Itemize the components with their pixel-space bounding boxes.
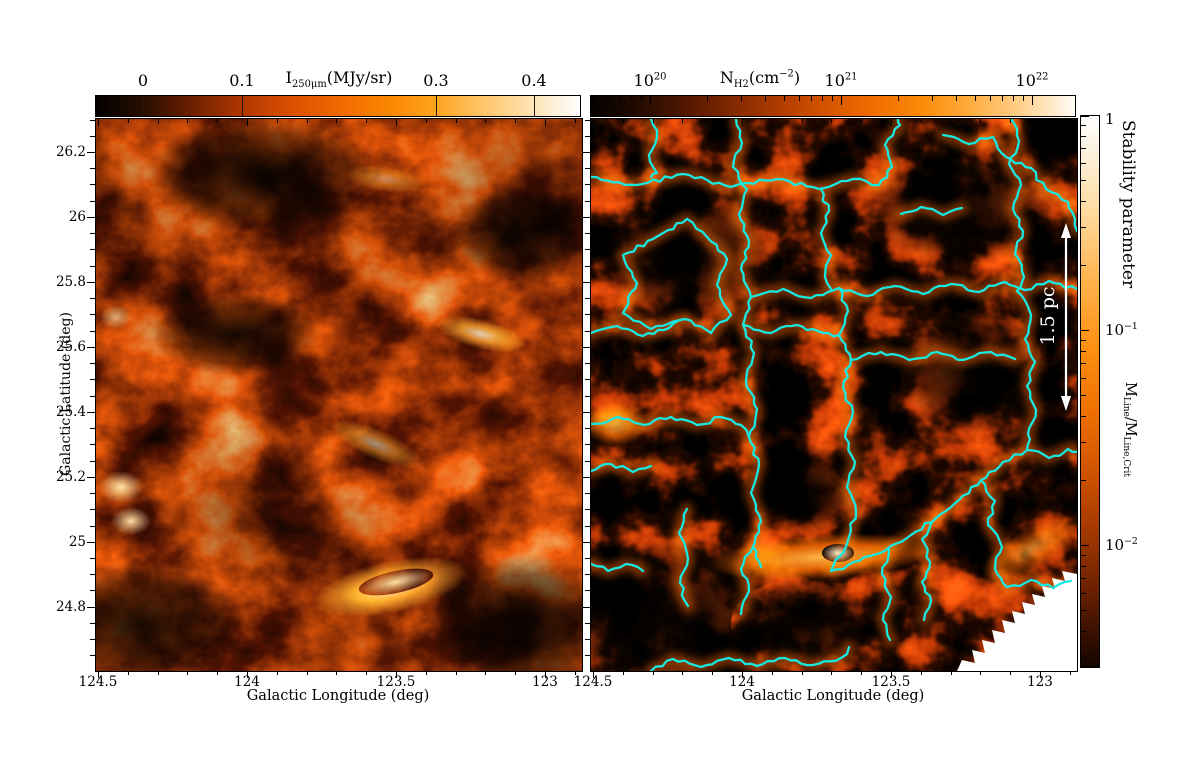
right-map-bright-regions xyxy=(591,402,1077,582)
left-xaxis-title: Galactic Longitude (deg) xyxy=(246,688,430,704)
xaxis-tick-label: 123.5 xyxy=(376,674,416,690)
filament-skeleton-path xyxy=(621,217,733,335)
filament-skeleton-path xyxy=(677,507,690,608)
right-colorbar-title: NH2(cm−2) xyxy=(719,67,801,90)
yaxis-tick-label: 25.6 xyxy=(55,339,86,355)
filament-skeleton-path xyxy=(749,279,1077,300)
xaxis-tick-label: 123 xyxy=(1027,674,1053,690)
no-data-region xyxy=(957,571,1077,671)
tick-mark xyxy=(582,606,590,608)
tick-mark xyxy=(582,541,590,543)
yaxis-tick-label: 26 xyxy=(68,209,86,225)
filament-skeleton-path xyxy=(829,535,851,573)
colorbar-tick-label: 1021 xyxy=(824,71,858,90)
filament-skeleton-path xyxy=(647,119,659,179)
filament-skeleton-path xyxy=(819,187,833,291)
xaxis-tick-label: 124.5 xyxy=(78,674,118,690)
right-xaxis-title: Galactic Longitude (deg) xyxy=(741,688,925,704)
tick-mark xyxy=(582,411,590,413)
xaxis-tick-label: 124.5 xyxy=(573,674,613,690)
filament-skeleton-path xyxy=(849,350,1017,362)
yaxis-tick-label: 26.2 xyxy=(55,144,86,160)
tick-mark xyxy=(87,346,95,348)
filament-skeleton-path xyxy=(591,562,645,573)
right-colorbar-labels: 1020 NH2(cm−2) 1021 1022 xyxy=(590,60,1076,90)
tick-mark xyxy=(87,541,95,543)
left-colorbar-title: I250μm(MJy/sr) xyxy=(285,67,393,90)
tick-mark xyxy=(87,281,95,283)
yaxis-tick-label: 25 xyxy=(68,534,86,550)
filament-skeleton-path xyxy=(591,462,653,474)
yaxis-tick-label: 25.2 xyxy=(55,469,86,485)
stability-tick-label: 1 xyxy=(1105,110,1115,128)
filament-skeleton-path xyxy=(591,172,881,191)
stability-tick-label: 10−2 xyxy=(1105,536,1138,554)
left-map-dark-voids xyxy=(96,119,582,671)
filament-skeleton-path xyxy=(837,286,858,539)
filament-skeleton-path xyxy=(731,119,763,569)
tick-mark xyxy=(582,281,590,283)
left-yaxis-labels: 26.2 26 25.8 25.6 25.4 25.2 25 24.8 xyxy=(40,0,86,760)
tick-mark xyxy=(582,476,590,478)
colorbar-tick-label: 1022 xyxy=(1015,71,1049,90)
colorbar-tick-label: 1020 xyxy=(633,71,667,90)
right-colorbar xyxy=(590,95,1076,117)
xaxis-tick-label: 124 xyxy=(234,674,260,690)
stability-colorbar xyxy=(1080,115,1100,668)
tick-mark xyxy=(87,216,95,218)
filament-skeleton-path xyxy=(979,478,1009,589)
left-colorbar-labels: 0 0.1 I250μm(MJy/sr) 0.3 0.4 xyxy=(95,60,581,90)
stability-bar-title: Stability parameter xyxy=(1118,120,1138,289)
filament-skeleton-path xyxy=(741,323,841,338)
colorbar-tick-label: 0.3 xyxy=(423,71,449,90)
left-colorbar xyxy=(95,95,581,117)
filament-skeleton-path xyxy=(1007,119,1026,293)
filament-skeleton-path xyxy=(829,447,1077,573)
left-map-bright-knots xyxy=(99,164,526,618)
xaxis-tick-label: 123 xyxy=(532,674,558,690)
tick-mark xyxy=(87,151,95,153)
filament-skeleton-path xyxy=(649,645,851,671)
yaxis-tick-label: 24.8 xyxy=(55,599,86,615)
xaxis-tick-label: 124 xyxy=(729,674,755,690)
left-map-image xyxy=(96,119,582,671)
filament-skeleton-path xyxy=(739,545,755,616)
tick-mark xyxy=(582,151,590,153)
filament-skeleton-layer xyxy=(591,119,1077,671)
scale-arrow xyxy=(1061,223,1071,411)
xaxis-tick-label: 123.5 xyxy=(871,674,911,690)
tick-mark xyxy=(87,606,95,608)
filament-skeleton-path xyxy=(1005,578,1073,590)
filament-skeleton-path xyxy=(920,516,938,622)
left-map-intensity xyxy=(95,118,583,672)
filament-skeleton-path xyxy=(591,415,751,439)
filament-skeleton-path xyxy=(941,133,1077,233)
yaxis-tick-label: 25.8 xyxy=(55,274,86,290)
scale-bar-label: 1.5 pc xyxy=(1037,286,1059,346)
filament-skeleton-path xyxy=(1015,289,1038,452)
colorbar-tick-label: 0.1 xyxy=(229,71,255,90)
left-yaxis-title: Galactic Latitude (deg) xyxy=(58,312,74,476)
right-map-column-density: 1.5 pc xyxy=(590,118,1078,672)
colorbar-tick-label: 0.4 xyxy=(521,71,547,90)
right-map-image xyxy=(591,119,1077,671)
colorbar-tick-label: 0 xyxy=(137,71,149,90)
stability-bar-subtitle: MLine/MLine,Crit xyxy=(1121,382,1138,477)
filament-skeleton-path xyxy=(899,205,964,217)
filament-skeleton-path xyxy=(591,317,687,338)
stability-tick-label: 10−1 xyxy=(1105,321,1138,339)
tick-mark xyxy=(87,411,95,413)
tick-mark xyxy=(582,346,590,348)
tick-mark xyxy=(582,216,590,218)
yaxis-tick-label: 25.4 xyxy=(55,404,86,420)
tick-mark xyxy=(87,476,95,478)
filament-skeleton-path xyxy=(877,119,902,187)
filament-skeleton-path xyxy=(880,547,893,642)
